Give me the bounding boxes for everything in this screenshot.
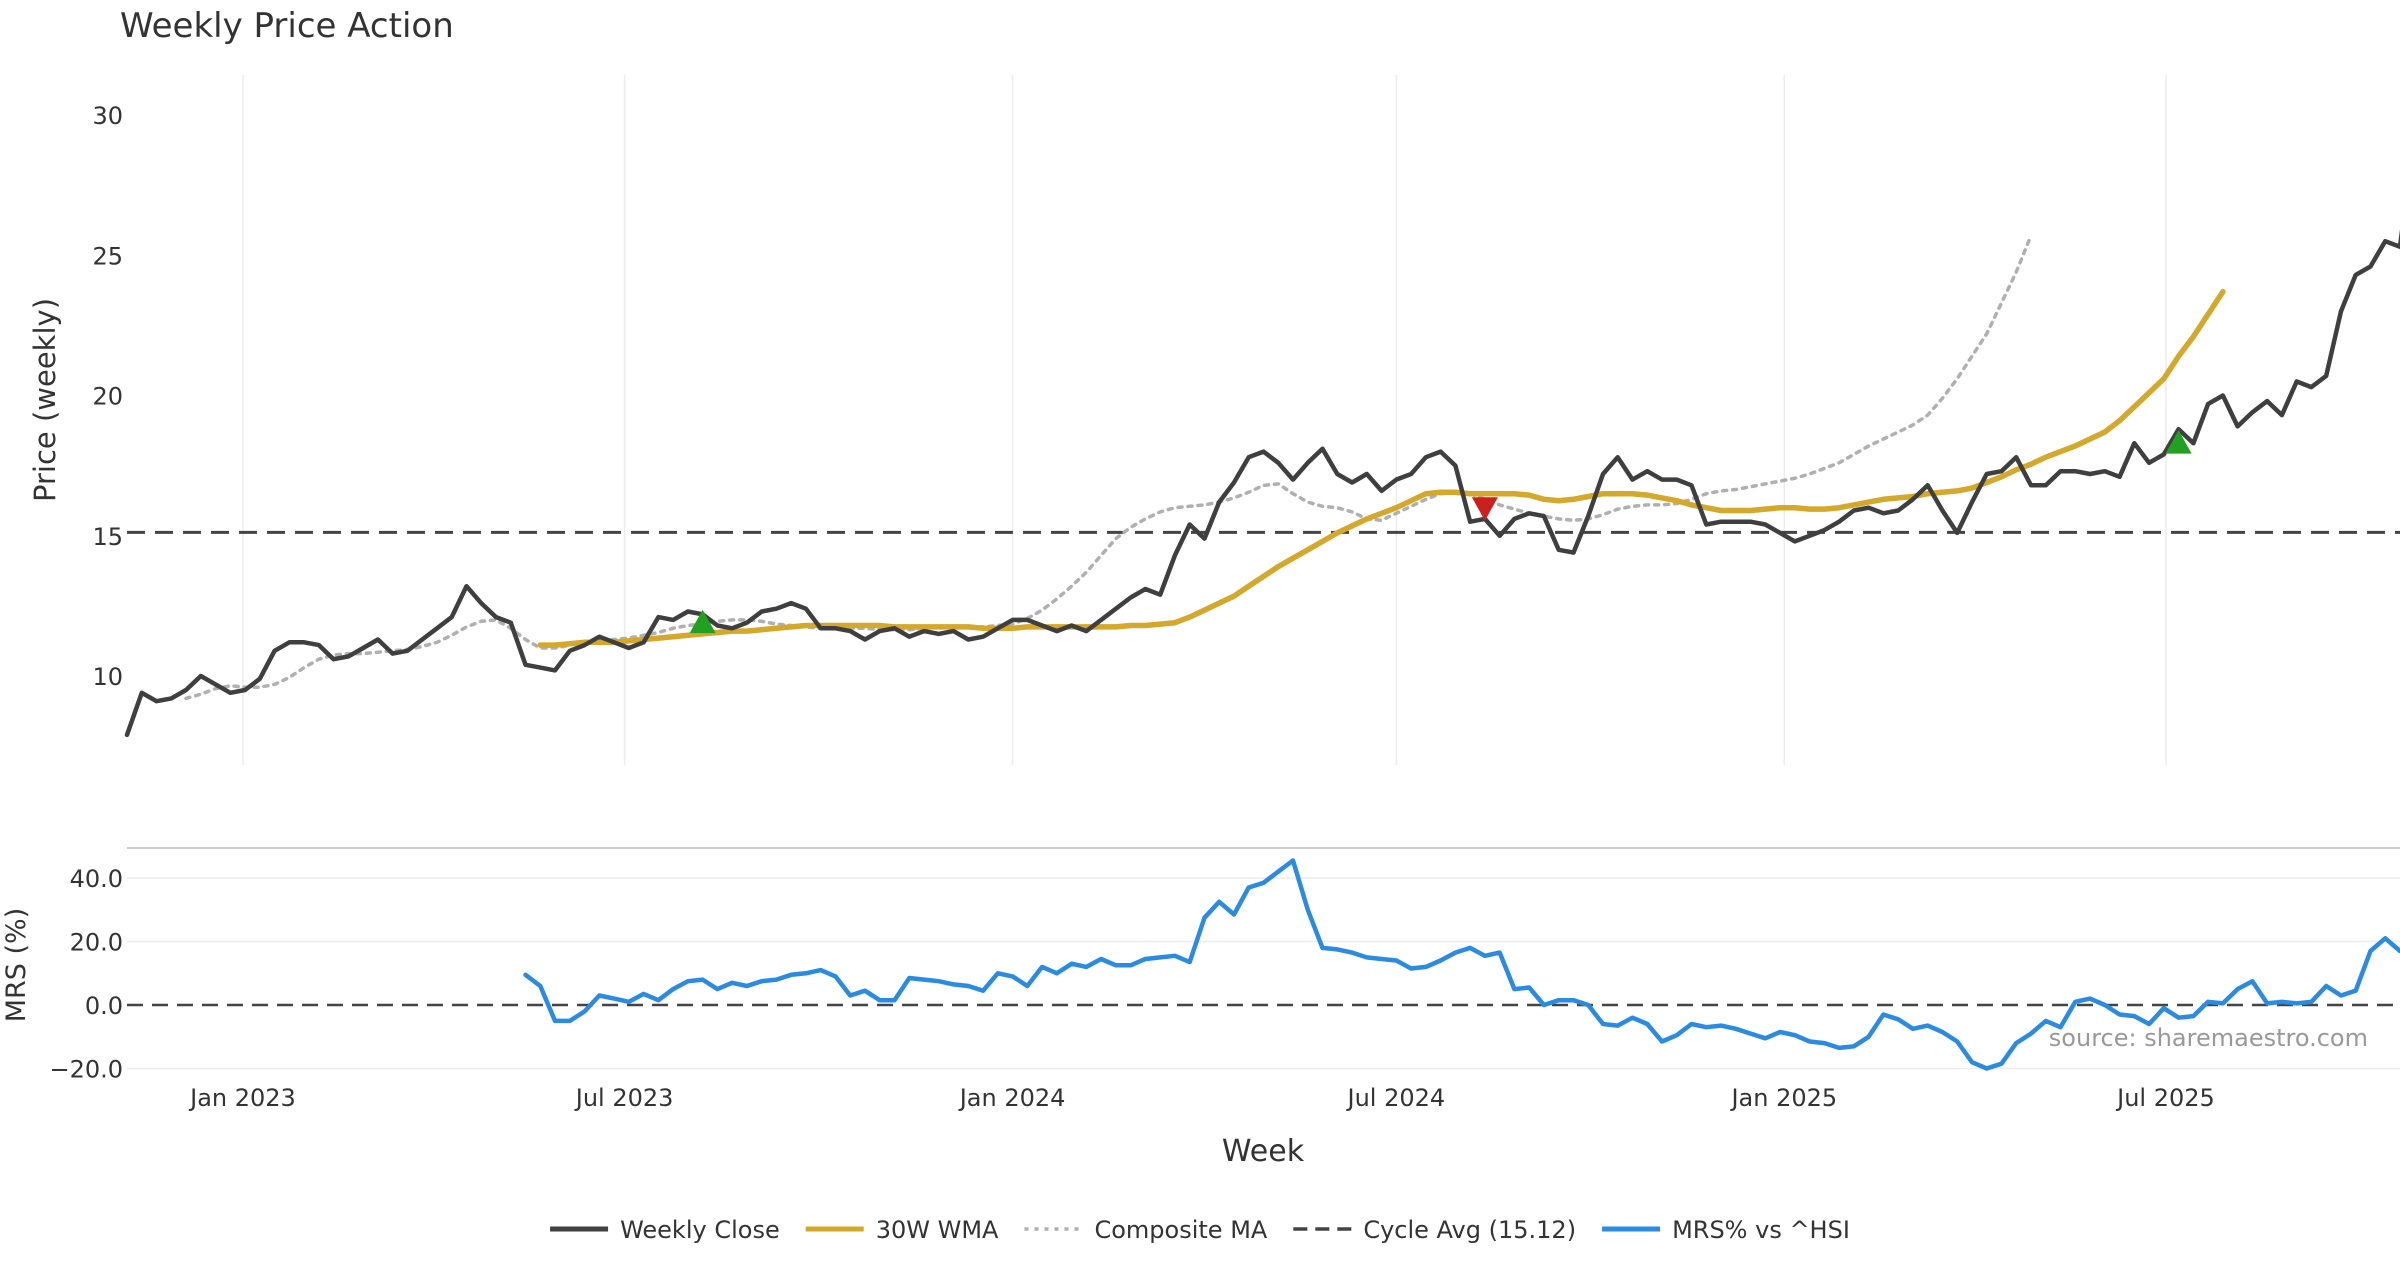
price-y-tick-label: 20	[92, 383, 123, 411]
mrs-y-tick-label: −20.0	[49, 1056, 123, 1084]
x-tick-label: Jul 2023	[574, 1084, 674, 1112]
legend-label: Cycle Avg (15.12)	[1363, 1216, 1576, 1244]
mrs-y-tick-label: 40.0	[70, 865, 123, 893]
price-y-axis-label: Price (weekly)	[28, 298, 62, 502]
legend-label: MRS% vs ^HSI	[1672, 1216, 1850, 1244]
x-tick-label: Jan 2023	[188, 1084, 296, 1112]
price-y-tick-label: 30	[92, 102, 123, 130]
mrs-y-tick-label: 0.0	[85, 992, 123, 1020]
price-y-tick-label: 15	[92, 523, 123, 551]
legend-label: 30W WMA	[876, 1216, 999, 1244]
price-y-tick-label: 10	[92, 663, 123, 691]
x-tick-label: Jan 2025	[1729, 1084, 1837, 1112]
mrs-y-axis-label: MRS (%)	[1, 908, 32, 1023]
x-tick-label: Jul 2024	[1346, 1084, 1446, 1112]
chart-title: Weekly Price Action	[120, 6, 454, 46]
legend-label: Weekly Close	[620, 1216, 780, 1244]
x-tick-label: Jan 2024	[958, 1084, 1066, 1112]
price-y-tick-label: 25	[92, 242, 123, 270]
x-tick-label: Jul 2025	[2115, 1084, 2215, 1112]
legend-label: Composite MA	[1094, 1216, 1267, 1244]
mrs-y-tick-label: 20.0	[70, 929, 123, 957]
source-note: source: sharemaestro.com	[2049, 1024, 2368, 1052]
x-axis-label: Week	[1222, 1134, 1305, 1169]
